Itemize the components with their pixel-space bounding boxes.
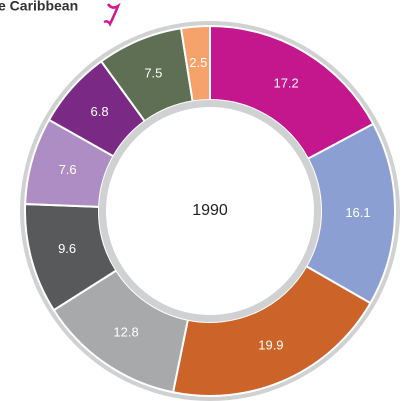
segment-label: 17.2 bbox=[273, 76, 298, 91]
segment-label: 12.8 bbox=[113, 324, 138, 339]
segment-label: 6.8 bbox=[91, 104, 109, 119]
segment-label: 16.1 bbox=[345, 205, 370, 220]
chart-title: e Caribbean bbox=[0, 0, 78, 14]
segment-label: 7.5 bbox=[144, 66, 162, 81]
segment-label: 19.9 bbox=[258, 337, 283, 352]
segment-label: 7.6 bbox=[59, 162, 77, 177]
logo-swirl bbox=[103, 2, 121, 27]
segment-label: 2.5 bbox=[189, 55, 207, 70]
segment-label: 9.6 bbox=[58, 241, 76, 256]
donut-hole bbox=[106, 107, 314, 315]
center-label: 1990 bbox=[192, 202, 228, 219]
